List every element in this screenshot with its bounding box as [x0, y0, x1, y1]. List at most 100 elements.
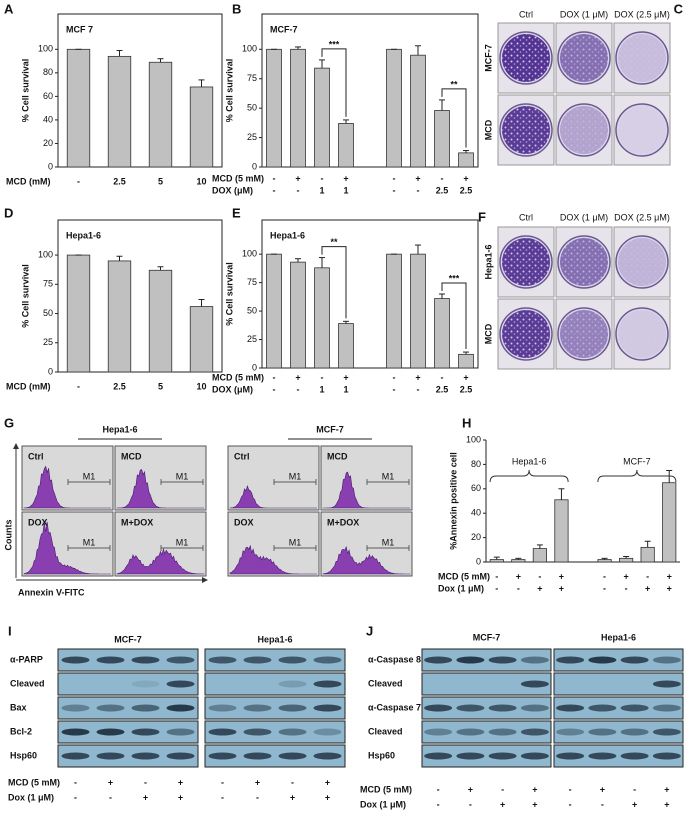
band — [278, 656, 307, 664]
y-tick-label: 100 — [466, 434, 481, 444]
bar — [148, 61, 173, 168]
y-tick-label: 0 — [252, 161, 257, 171]
y-axis-label: % Cell survival — [224, 262, 234, 326]
significance-bracket — [441, 282, 467, 350]
column-label: DOX (1 μM) — [560, 212, 608, 222]
gate-marker — [366, 545, 410, 551]
bar — [66, 254, 91, 373]
significance: *** — [329, 39, 340, 49]
y-tick-label: 0 — [476, 556, 481, 566]
chart-title: Hepa1-6 — [66, 230, 101, 240]
gate-label: M1 — [83, 471, 96, 481]
condition-label: MCD (5 mM) — [360, 784, 412, 794]
condition-value: + — [290, 792, 295, 802]
group-label: MCF-7 — [473, 632, 501, 642]
condition-value: + — [532, 799, 537, 809]
row-label: Bcl-2 — [10, 726, 32, 736]
bar — [66, 48, 91, 168]
band — [208, 704, 237, 712]
blot-strip — [57, 744, 199, 768]
band — [278, 704, 307, 712]
band — [278, 680, 307, 688]
band — [556, 728, 585, 736]
band — [488, 752, 517, 760]
bar — [554, 499, 569, 563]
blot-strip — [204, 672, 346, 696]
plot-label: MCD — [327, 451, 348, 461]
band — [131, 704, 160, 712]
row-label: MCD (5 mM) — [212, 173, 264, 183]
panel-letter: B — [232, 1, 241, 16]
histogram-frame — [114, 445, 207, 511]
bar — [386, 253, 402, 369]
row-value: + — [343, 173, 348, 183]
row-value: + — [537, 583, 542, 593]
condition-value: + — [600, 784, 605, 794]
row-value: + — [667, 571, 672, 581]
condition-label: Dox (1 μM) — [8, 792, 54, 802]
significance-bracket — [321, 48, 347, 117]
gate-marker — [67, 479, 111, 485]
plot-label: Ctrl — [28, 451, 44, 461]
panel-letter: C — [674, 1, 684, 16]
condition-value: + — [143, 792, 148, 802]
blot-strip — [421, 744, 552, 768]
colony-texture — [618, 310, 666, 358]
bar — [314, 267, 330, 369]
row-label: MCD — [483, 323, 493, 344]
condition-value: - — [633, 784, 636, 794]
row-value: 2.5 — [436, 185, 449, 195]
blot-strip — [421, 720, 552, 744]
bar — [511, 559, 526, 563]
row-label: MCD — [483, 119, 493, 140]
band — [166, 680, 195, 688]
colony-texture — [618, 34, 666, 82]
row-label: Bax — [10, 702, 27, 712]
band — [520, 680, 549, 688]
bar — [148, 269, 173, 373]
plot-label: M+DOX — [327, 517, 359, 527]
condition-value: + — [500, 799, 505, 809]
row-value: 2.5 — [460, 384, 473, 394]
band — [61, 752, 90, 760]
colony-texture — [502, 310, 550, 358]
condition-value: - — [144, 777, 147, 787]
bar — [434, 298, 450, 369]
band — [166, 704, 195, 712]
band — [456, 752, 485, 760]
band — [588, 752, 617, 760]
band — [313, 728, 342, 736]
row-value: - — [495, 571, 498, 581]
bar — [189, 306, 214, 373]
band — [243, 656, 272, 664]
gate-marker — [273, 545, 317, 551]
y-tick-label: 50 — [43, 308, 53, 318]
group-label: MCF-7 — [114, 634, 142, 644]
band — [588, 728, 617, 736]
colony-texture — [560, 238, 608, 286]
condition-value: - — [221, 792, 224, 802]
band — [456, 704, 485, 712]
band — [61, 704, 90, 712]
bar — [434, 110, 450, 168]
gate-marker — [160, 545, 204, 551]
y-tick-label: 0 — [252, 362, 257, 372]
column-label: DOX (1 μM) — [560, 9, 608, 19]
condition-value: + — [325, 792, 330, 802]
row-value: - — [297, 384, 300, 394]
band — [588, 656, 617, 664]
condition-value: - — [569, 784, 572, 794]
condition-value: - — [469, 799, 472, 809]
band — [208, 656, 237, 664]
band — [620, 752, 649, 760]
blot-strip — [57, 672, 199, 696]
y-tick-label: 40 — [471, 508, 481, 518]
colony-texture — [618, 106, 666, 154]
row-value: + — [559, 571, 564, 581]
histogram — [322, 471, 410, 509]
row-label: α-Caspase 8 — [368, 654, 421, 664]
condition-value: + — [664, 784, 669, 794]
gate-label: M1 — [382, 537, 395, 547]
band — [488, 656, 517, 664]
